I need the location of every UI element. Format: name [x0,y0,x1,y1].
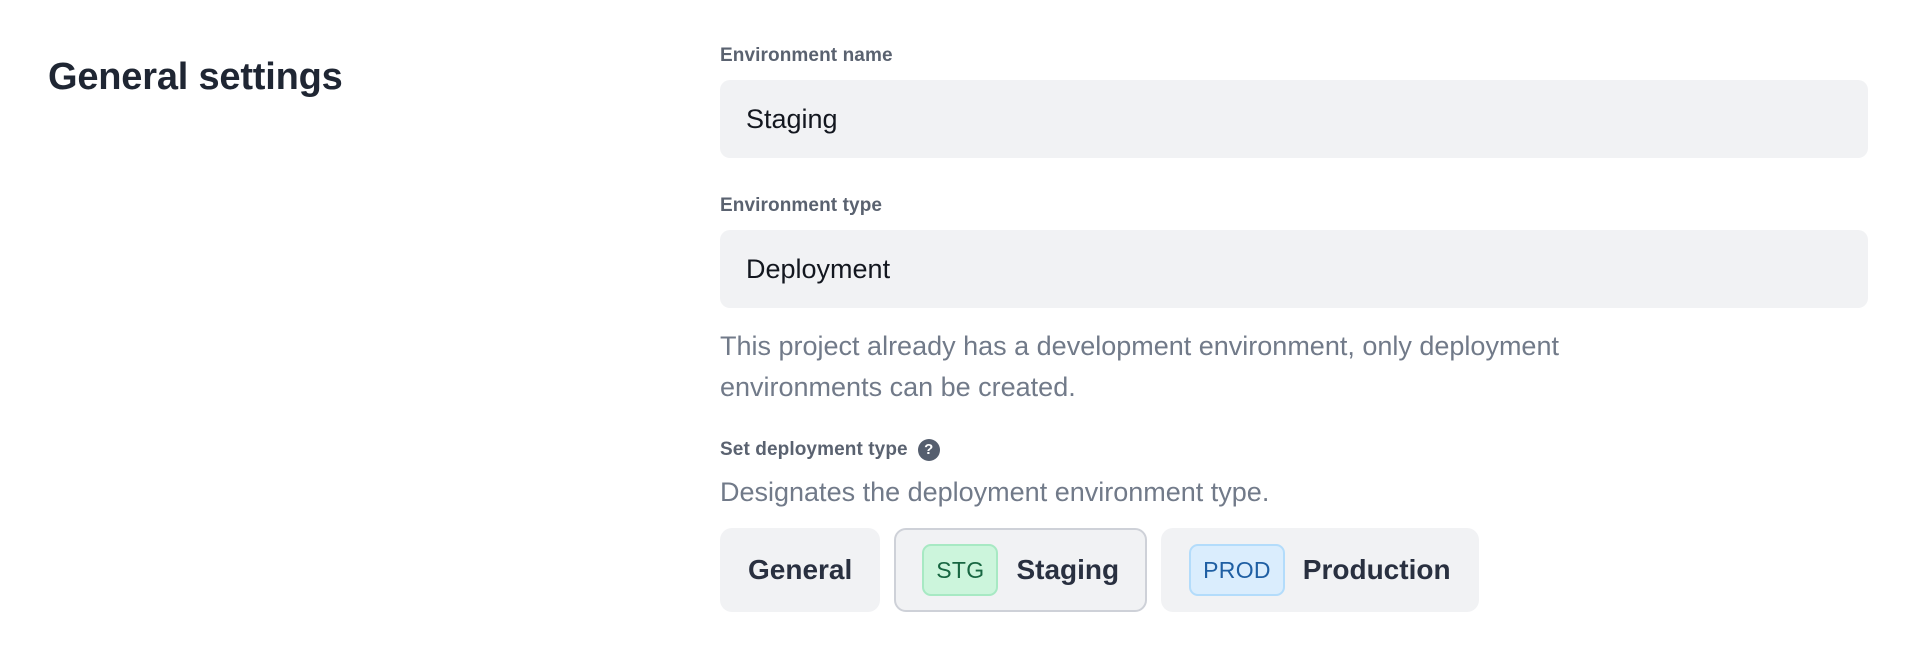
option-label: Production [1302,554,1451,585]
environment-type-input[interactable] [720,230,1868,308]
deployment-type-label-row: Set deployment type ? [720,438,1868,462]
deployment-type-option-group: General STG Staging PROD Production [720,528,1868,612]
settings-form: Environment name Environment type This p… [720,44,1868,612]
environment-name-input[interactable] [720,80,1868,158]
option-label: General [748,554,853,585]
stg-badge: STG [922,544,999,596]
environment-type-label: Environment type [720,195,883,216]
environment-type-help-text: This project already has a development e… [720,331,1559,402]
field-spacer [720,158,1868,194]
help-circle-icon[interactable]: ? [917,439,940,461]
environment-name-field-block: Environment name [720,44,1868,158]
option-label: Staging [1016,554,1120,585]
deployment-type-option-general[interactable]: General [720,528,881,612]
deployment-type-option-staging[interactable]: STG Staging [894,528,1148,612]
deployment-type-label: Set deployment type [720,439,908,460]
deployment-type-block: Set deployment type ? Designates the dep… [720,438,1868,612]
prod-badge: PROD [1189,544,1285,596]
environment-type-field-block: Environment type This project already ha… [720,194,1868,408]
deployment-type-description: Designates the deployment environment ty… [720,477,1270,507]
page-title: General settings [48,56,343,99]
deployment-type-option-production[interactable]: PROD Production [1161,528,1479,612]
environment-name-label: Environment name [720,45,893,66]
